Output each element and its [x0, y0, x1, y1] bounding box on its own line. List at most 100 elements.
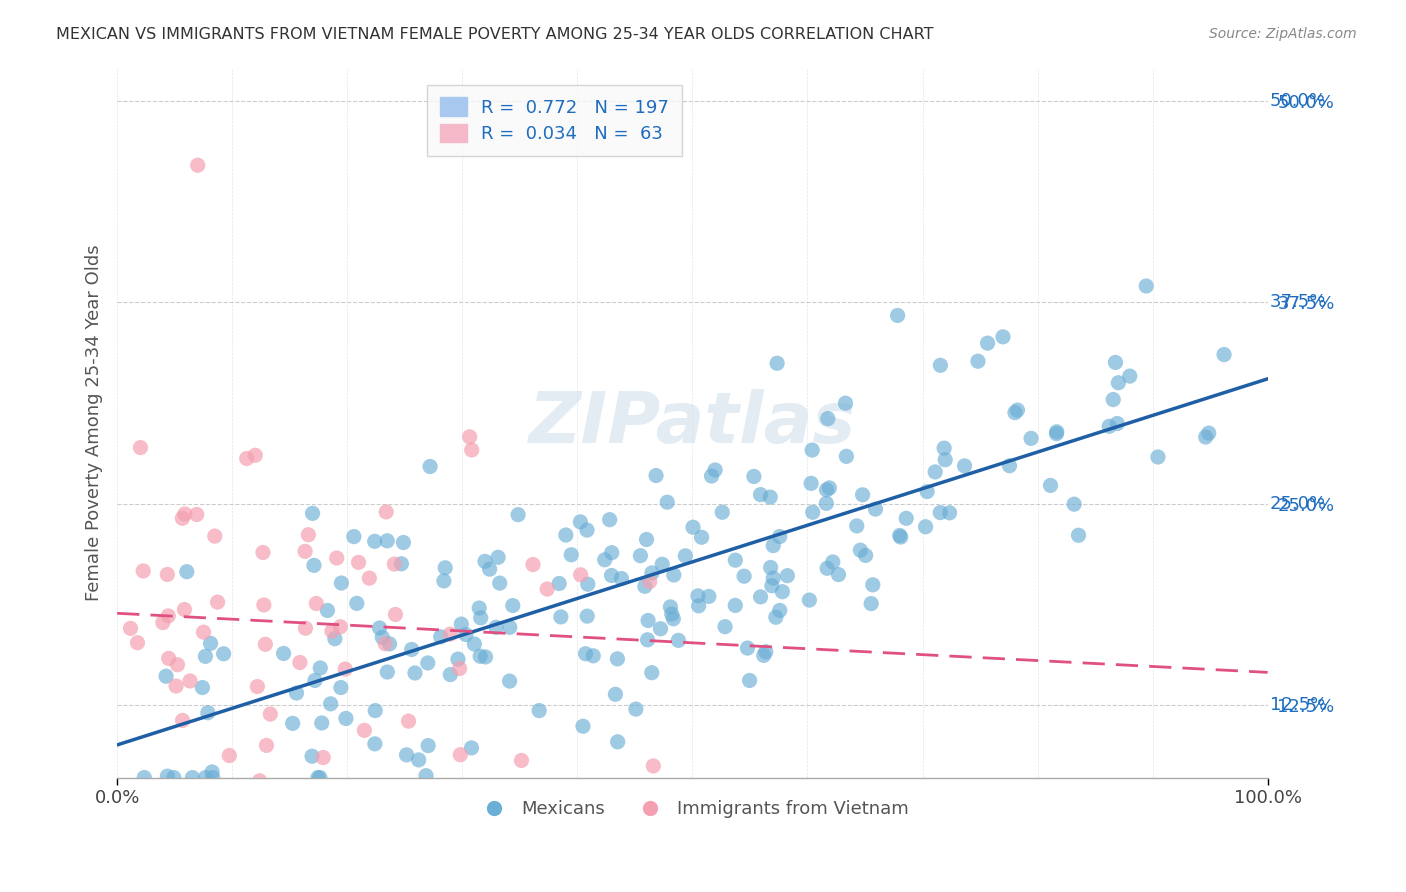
Point: [991, 330, 1014, 344]
Point: [697, 590, 720, 604]
Point: [600, 568, 623, 582]
Point: [285, 686, 308, 700]
Point: [815, 483, 838, 497]
Point: [914, 520, 936, 534]
Point: [554, 528, 576, 542]
Point: [860, 597, 883, 611]
Point: [312, 750, 335, 764]
Point: [120, 621, 142, 635]
Point: [166, 657, 188, 672]
Point: [574, 647, 596, 661]
Point: [690, 530, 713, 544]
Point: [254, 637, 277, 651]
Point: [765, 610, 787, 624]
Point: [346, 596, 368, 610]
Point: [896, 511, 918, 525]
Point: [316, 603, 339, 617]
Point: [453, 837, 475, 851]
Point: [724, 599, 747, 613]
Point: [172, 511, 194, 525]
Point: [1198, 426, 1220, 441]
Point: [657, 495, 679, 509]
Text: MEXICAN VS IMMIGRANTS FROM VIETNAM FEMALE POVERTY AMONG 25-34 YEAR OLDS CORRELAT: MEXICAN VS IMMIGRANTS FROM VIETNAM FEMAL…: [56, 27, 934, 42]
Point: [157, 608, 180, 623]
Text: 50.0%: 50.0%: [1270, 92, 1327, 110]
Point: [173, 507, 195, 521]
Point: [651, 558, 673, 572]
Point: [364, 534, 387, 549]
Point: [375, 533, 398, 548]
Point: [253, 598, 276, 612]
Point: [375, 505, 398, 519]
Point: [759, 490, 782, 504]
Point: [389, 557, 412, 571]
Point: [576, 609, 599, 624]
Point: [522, 558, 544, 572]
Point: [606, 735, 628, 749]
Point: [600, 546, 623, 560]
Point: [1147, 450, 1170, 464]
Point: [637, 632, 659, 647]
Point: [634, 579, 657, 593]
Point: [934, 452, 956, 467]
Point: [575, 523, 598, 537]
Point: [127, 636, 149, 650]
Point: [429, 630, 451, 644]
Point: [1063, 497, 1085, 511]
Point: [364, 737, 387, 751]
Point: [294, 544, 316, 558]
Point: [384, 607, 406, 622]
Point: [460, 740, 482, 755]
Point: [246, 680, 269, 694]
Point: [755, 645, 778, 659]
Point: [200, 867, 222, 881]
Point: [815, 561, 838, 575]
Point: [439, 627, 461, 641]
Point: [638, 574, 661, 589]
Point: [827, 567, 849, 582]
Point: [176, 565, 198, 579]
Point: [714, 620, 737, 634]
Point: [309, 771, 332, 785]
Point: [419, 459, 441, 474]
Point: [309, 661, 332, 675]
Point: [245, 448, 267, 462]
Point: [478, 562, 501, 576]
Point: [890, 530, 912, 544]
Point: [849, 543, 872, 558]
Point: [510, 754, 533, 768]
Point: [749, 488, 772, 502]
Point: [301, 506, 323, 520]
Point: [862, 578, 884, 592]
Point: [404, 665, 426, 680]
Point: [641, 566, 664, 580]
Point: [347, 556, 370, 570]
Point: [454, 627, 477, 641]
Point: [673, 549, 696, 563]
Point: [335, 662, 357, 676]
Point: [818, 481, 841, 495]
Point: [485, 620, 508, 634]
Point: [769, 530, 792, 544]
Point: [834, 396, 856, 410]
Point: [152, 615, 174, 630]
Point: [307, 771, 329, 785]
Point: [637, 614, 659, 628]
Point: [1213, 347, 1236, 361]
Point: [212, 647, 235, 661]
Point: [132, 564, 155, 578]
Point: [470, 611, 492, 625]
Point: [499, 620, 522, 634]
Point: [288, 656, 311, 670]
Text: Source: ZipAtlas.com: Source: ZipAtlas.com: [1209, 27, 1357, 41]
Point: [395, 747, 418, 762]
Point: [924, 465, 946, 479]
Point: [737, 641, 759, 656]
Point: [134, 771, 156, 785]
Point: [415, 769, 437, 783]
Point: [218, 748, 240, 763]
Point: [606, 652, 628, 666]
Point: [593, 553, 616, 567]
Point: [330, 576, 353, 591]
Point: [165, 679, 187, 693]
